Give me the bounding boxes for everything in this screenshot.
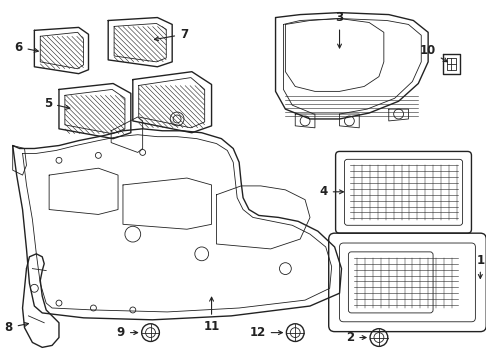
Text: 11: 11 [203,297,219,333]
Text: 3: 3 [335,12,343,48]
Text: 6: 6 [14,41,38,54]
Text: 8: 8 [4,321,28,334]
Text: 5: 5 [44,97,70,110]
Text: 4: 4 [319,185,343,198]
Text: 2: 2 [346,331,366,344]
Text: 9: 9 [117,326,137,339]
Text: 10: 10 [419,44,447,62]
Text: 1: 1 [475,254,484,278]
Text: 7: 7 [154,28,188,41]
Text: 12: 12 [249,326,282,339]
